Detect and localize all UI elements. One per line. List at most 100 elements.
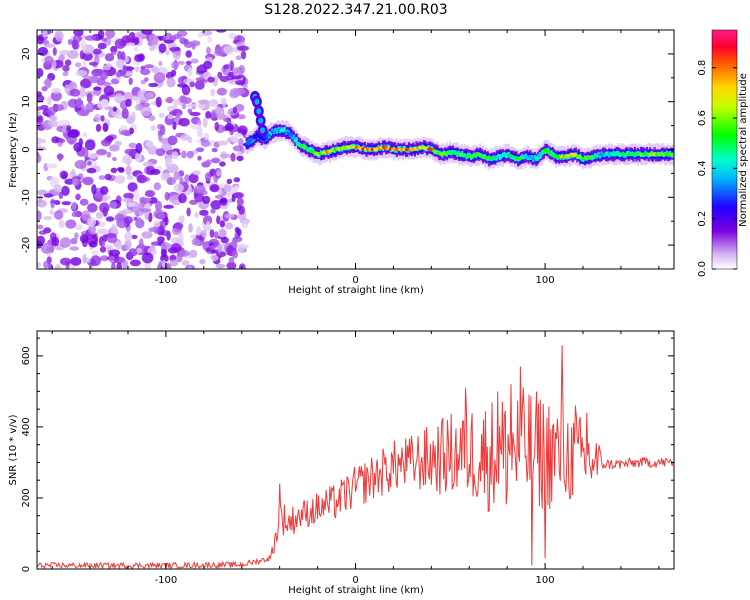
spectrogram-noise-blob <box>121 129 130 136</box>
spectrogram-ridge-core <box>263 136 269 140</box>
spectrogram-noise-blob <box>185 60 192 65</box>
spectrogram-noise-blob <box>190 58 199 64</box>
spectrogram-noise-blob <box>164 191 170 201</box>
spectrogram-noise-blob <box>74 232 79 240</box>
spectrogram-noise-blob <box>92 48 102 55</box>
spectrogram-noise-blob <box>37 210 42 222</box>
spectrogram-noise-blob <box>47 263 53 269</box>
spectrogram-noise-blob <box>149 44 156 52</box>
spectrogram-noise-blob <box>189 81 195 88</box>
spectrogram-noise-blob <box>114 140 122 147</box>
spectrogram-x-axis-label: Height of straight line (km) <box>288 285 424 296</box>
spectrogram-noise-blob <box>100 186 109 195</box>
spectrogram-noise-blob <box>219 75 230 83</box>
spectrogram-noise-blob <box>207 76 215 83</box>
spectrogram-noise-blob <box>210 254 219 262</box>
spectrogram-noise-blob <box>118 167 125 173</box>
spectrogram-noise-blob <box>70 237 78 245</box>
spectrogram-noise-blob <box>67 39 73 45</box>
spectrogram-noise-blob <box>58 191 64 199</box>
spectrogram-noise-blob <box>80 39 87 51</box>
spectrogram-noise-blob <box>112 156 117 162</box>
spectrogram-noise-blob <box>205 221 211 230</box>
spectrogram-noise-blob <box>215 30 227 33</box>
spectrogram-ridge-core <box>670 152 674 157</box>
colorbar-tick-label: 0.4 <box>697 160 708 176</box>
spectrogram-noise-blob <box>169 259 179 267</box>
spectrogram-noise-blob <box>173 98 178 109</box>
spectrogram-noise-blob <box>84 35 97 41</box>
spectrogram-noise-blob <box>59 170 69 180</box>
spectrogram-noise-blob <box>232 145 244 152</box>
spectrogram-noise-blob <box>150 168 161 175</box>
spectrogram-noise-blob <box>102 122 109 132</box>
spectrogram-noise-blob <box>191 42 196 50</box>
spectrogram-noise-blob <box>235 55 242 60</box>
snr-y-tick-label: 600 <box>21 346 32 365</box>
spectrogram-noise-blob <box>58 219 65 229</box>
spectrogram-noise-blob <box>144 64 154 69</box>
spectrogram-noise-blob <box>158 43 167 54</box>
spectrogram-noise-blob <box>114 213 125 222</box>
spectrogram-noise-blob <box>70 168 76 177</box>
spectrogram-noise-blob <box>189 199 198 205</box>
spectrogram-x-tick-label: 100 <box>536 275 555 286</box>
snr-y-tick-label: 400 <box>21 417 32 436</box>
spectrogram-noise-blob <box>59 257 72 266</box>
spectrogram-noise-blob <box>178 233 184 243</box>
spectrogram-noise-blob <box>234 226 240 233</box>
spectrogram-noise-blob <box>210 88 216 97</box>
spectrogram-noise-blob <box>125 98 132 107</box>
spectrogram-noise-blob <box>189 111 201 117</box>
spectrogram-noise-blob <box>88 75 100 84</box>
spectrogram-noise-blob <box>54 104 64 112</box>
spectrogram-noise-blob <box>219 228 227 238</box>
spectrogram-noise-blob <box>75 193 81 201</box>
spectrogram-x-tick-label: -100 <box>155 275 178 286</box>
spectrogram-noise-blob <box>87 203 98 213</box>
spectrogram-noise-blob <box>71 211 79 218</box>
spectrogram-noise-blob <box>97 30 105 40</box>
spectrogram-noise-blob <box>101 240 106 247</box>
spectrogram-noise-blob <box>167 114 174 120</box>
snr-panel: -100 0 100 0 200 400 600 Height of straight l… <box>8 330 675 596</box>
spectrogram-noise-blob <box>144 77 149 82</box>
spectrogram-noise-blob <box>231 250 238 259</box>
spectrogram-noise-blob <box>82 176 94 186</box>
spectrogram-noise-blob <box>91 249 100 256</box>
spectrogram-noise-blob <box>69 246 80 251</box>
spectrogram-noise-blob <box>82 147 89 159</box>
spectrogram-noise-blob <box>121 108 129 119</box>
spectrogram-noise-blob <box>231 238 238 249</box>
spectrogram-noise-blob <box>223 184 232 193</box>
spectrogram-noise-blob <box>127 202 136 208</box>
spectrogram-noise-blob <box>196 226 202 236</box>
spectrogram-noise-blob <box>175 112 181 119</box>
spectrogram-noise-blob <box>133 216 138 221</box>
spectrogram-noise-blob <box>141 252 154 264</box>
spectrogram-noise-blob <box>124 231 133 243</box>
spectrogram-noise-blob <box>225 222 233 230</box>
spectrogram-noise-blob <box>58 138 66 144</box>
spectrogram-noise-blob <box>187 265 193 269</box>
spectrogram-noise-blob <box>62 71 69 77</box>
spectrogram-noise-blob <box>178 250 190 257</box>
spectrogram-noise-blob <box>37 106 44 111</box>
spectrogram-noise-blob <box>210 200 222 210</box>
spectrogram-noise-blob <box>217 140 229 146</box>
spectrogram-noise-blob <box>206 46 211 55</box>
snr-x-tick-label: -100 <box>155 575 178 586</box>
spectrogram-noise-blob <box>186 150 194 159</box>
spectrogram-noise-blob <box>82 132 88 138</box>
spectrogram-noise-blob <box>127 182 138 192</box>
spectrogram-noise-blob <box>124 239 132 250</box>
spectrogram-noise-blob <box>209 229 215 238</box>
spectrogram-noise-blob <box>60 237 71 248</box>
spectrogram-image <box>37 30 674 269</box>
spectrogram-noise-blob <box>116 262 122 269</box>
spectrogram-noise-blob <box>69 88 81 97</box>
spectrogram-noise-blob <box>122 259 129 269</box>
spectrogram-noise-blob <box>223 64 230 70</box>
spectrogram-noise-blob <box>205 111 212 119</box>
spectrogram-noise-blob <box>109 201 118 209</box>
